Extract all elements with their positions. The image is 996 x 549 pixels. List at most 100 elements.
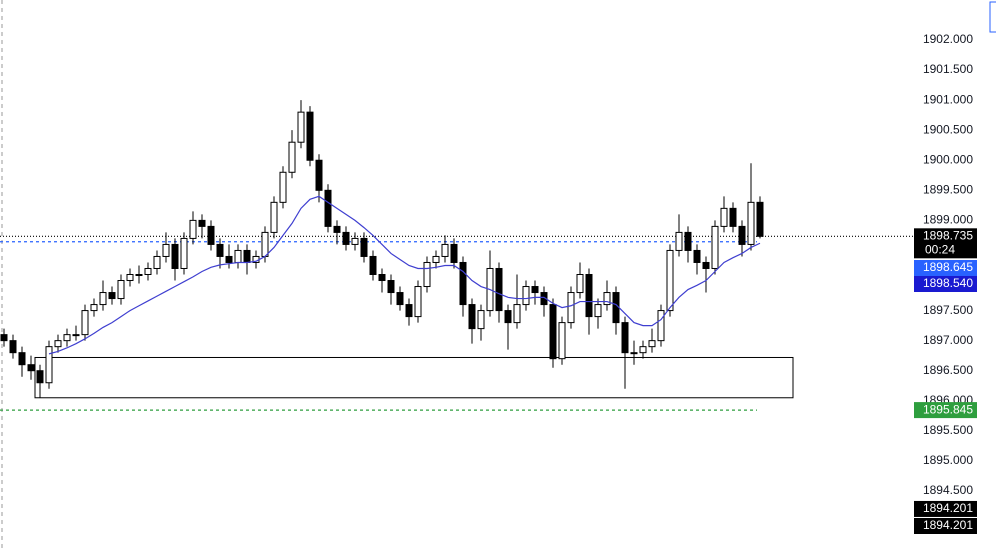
price-label: 1895.845 <box>923 402 973 416</box>
price-label-box <box>914 500 977 517</box>
price-zone <box>34 356 794 399</box>
candle-body <box>153 255 161 269</box>
candle-body <box>72 334 80 337</box>
candle-body <box>387 280 395 294</box>
candle-body <box>729 207 737 227</box>
countdown: 00:24 <box>925 242 955 256</box>
price-label-box <box>914 276 977 292</box>
price-label: 1898.540 <box>923 276 973 290</box>
candle-body <box>189 219 197 239</box>
y-tick-label: 1899.500 <box>923 182 973 196</box>
candle-body <box>504 310 512 324</box>
candle-body <box>477 310 485 330</box>
candle-body <box>369 255 377 276</box>
candle-body <box>630 352 638 355</box>
candle-body <box>711 225 719 269</box>
candle-body <box>180 237 188 269</box>
candle-body <box>45 346 53 384</box>
candle-body <box>126 274 134 282</box>
edge-widget <box>989 1 996 33</box>
candle-body <box>549 304 557 360</box>
candle-body <box>720 207 728 227</box>
candle-body <box>342 231 350 245</box>
candle-body <box>99 292 107 306</box>
candle-body <box>63 334 71 342</box>
candle-body <box>558 322 566 360</box>
price-label: 1898.645 <box>923 260 973 274</box>
candle-body <box>648 340 656 348</box>
y-tick-label: 1902.000 <box>923 32 973 46</box>
candle-body <box>585 274 593 318</box>
candle-body <box>675 231 683 251</box>
candle-body <box>666 249 674 312</box>
y-tick-label: 1900.500 <box>923 122 973 136</box>
candle-body <box>594 304 602 318</box>
price-label-box <box>914 260 977 276</box>
candle-body <box>297 111 305 143</box>
y-tick-label: 1897.000 <box>923 333 973 347</box>
candle-body <box>702 261 710 269</box>
candle-body <box>495 267 503 312</box>
price-label-box <box>914 402 977 419</box>
candle-body <box>621 322 629 354</box>
candle-body <box>270 201 278 233</box>
candle-body <box>468 304 476 330</box>
candle-body <box>657 310 665 342</box>
candle-body <box>234 249 242 263</box>
candle-body <box>0 334 8 342</box>
candle-body <box>261 231 269 257</box>
y-tick-label: 1895.000 <box>923 453 973 467</box>
candle-body <box>306 111 314 161</box>
candle-body <box>531 286 539 294</box>
candle-body <box>36 370 44 384</box>
candle-body <box>9 340 17 354</box>
candle-body <box>450 243 458 263</box>
candle-body <box>351 237 359 245</box>
candle-body <box>756 201 764 237</box>
candle-body <box>459 261 467 306</box>
candle-body <box>414 286 422 318</box>
y-tick-label: 1901.000 <box>923 92 973 106</box>
candle-body <box>333 225 341 233</box>
moving-average <box>48 195 761 355</box>
price-label-box <box>914 518 977 534</box>
candle-body <box>684 231 692 251</box>
y-tick-label: 1899.000 <box>923 213 973 227</box>
candle-body <box>747 201 755 245</box>
candle-body <box>18 352 26 366</box>
price-label: 1894.201 <box>923 501 973 515</box>
candle-body <box>423 261 431 288</box>
candle-body <box>171 243 179 269</box>
candle-body <box>243 249 251 263</box>
candle-body <box>396 292 404 306</box>
candle-body <box>378 274 386 282</box>
candle-body <box>135 274 143 276</box>
candle-body <box>567 292 575 324</box>
candle-body <box>117 280 125 300</box>
y-tick-label: 1901.500 <box>923 62 973 76</box>
candle-body <box>612 292 620 324</box>
candle-body <box>693 249 701 263</box>
candle-body <box>360 237 368 257</box>
y-tick-label: 1894.500 <box>923 483 973 497</box>
y-tick-label: 1895.500 <box>923 423 973 437</box>
candle-body <box>576 274 584 294</box>
y-tick-label: 1897.500 <box>923 303 973 317</box>
candle-body <box>441 243 449 257</box>
candle-body <box>198 219 206 227</box>
candle-body <box>405 304 413 318</box>
candle-body <box>216 243 224 257</box>
candle-body <box>54 340 62 348</box>
candle-body <box>522 286 530 306</box>
candle-body <box>27 364 35 372</box>
candle-body <box>144 267 152 275</box>
candle-body <box>738 225 746 245</box>
candle-body <box>432 255 440 263</box>
candle-body <box>288 141 296 173</box>
price-label-box <box>914 228 977 259</box>
candle-body <box>639 346 647 354</box>
candle-body <box>162 243 170 257</box>
candle-body <box>90 304 98 312</box>
candle-body <box>108 292 116 300</box>
